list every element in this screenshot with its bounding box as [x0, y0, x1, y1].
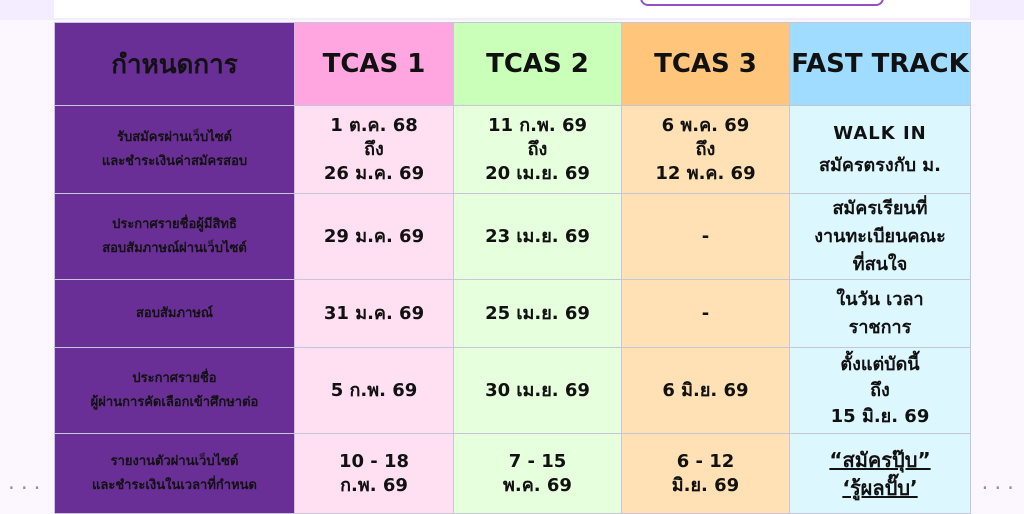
- cell-fast-interview: ในวัน เวลา ราชการ: [789, 279, 971, 348]
- cell-line: ถึง: [527, 138, 548, 160]
- header-tcas2: TCAS 2: [453, 22, 622, 106]
- cell-line: 31 ม.ค. 69: [323, 302, 425, 324]
- table-header-row: กำหนดการ TCAS 1 TCAS 2 TCAS 3 FAST TRACK: [54, 22, 971, 106]
- label-line: ผู้ผ่านการคัดเลือกเข้าศึกษาต่อ: [90, 394, 259, 410]
- cell-line: 6 พ.ค. 69: [661, 114, 750, 136]
- label-line: ประกาศรายชื่อ: [132, 370, 217, 386]
- label-line: ประกาศรายชื่อผู้มีสิทธิ: [112, 216, 237, 232]
- label-line: รับสมัครผ่านเว็บไซต์: [116, 129, 233, 145]
- table-row: รับสมัครผ่านเว็บไซต์ และชำระเงินค่าสมัคร…: [54, 105, 971, 194]
- cell-line: 5 ก.พ. 69: [330, 379, 418, 401]
- cell-tcas1-report: 10 - 18 ก.พ. 69: [294, 433, 454, 514]
- header-fast-track: FAST TRACK: [789, 22, 971, 106]
- cell-line: 26 ม.ค. 69: [323, 162, 425, 184]
- left-dots-decoration: ...: [6, 473, 45, 494]
- row-label-apply: รับสมัครผ่านเว็บไซต์ และชำระเงินค่าสมัคร…: [54, 105, 295, 194]
- row-label-interview: สอบสัมภาษณ์: [54, 279, 295, 348]
- header-tcas1: TCAS 1: [294, 22, 454, 106]
- table-row: รายงานตัวผ่านเว็บไซต์ และชำระเงินในเวลาท…: [54, 433, 971, 514]
- cell-line: ราชการ: [848, 316, 912, 338]
- cell-fast-announce-selected: ตั้งแต่บัดนี้ ถึง 15 มิ.ย. 69: [789, 347, 971, 434]
- cell-line: -: [701, 302, 710, 324]
- admission-schedule-table: กำหนดการ TCAS 1 TCAS 2 TCAS 3 FAST TRACK…: [54, 22, 971, 514]
- cell-line: 6 - 12: [676, 450, 735, 472]
- cell-tcas2-apply: 11 ก.พ. 69 ถึง 20 เม.ย. 69: [453, 105, 622, 194]
- cell-line: 25 เม.ย. 69: [485, 302, 590, 324]
- cell-line: 30 เม.ย. 69: [485, 379, 590, 401]
- top-banner-edge: [0, 0, 1024, 20]
- cell-tcas2-announce-selected: 30 เม.ย. 69: [453, 347, 622, 434]
- cell-line: 15 มิ.ย. 69: [830, 405, 930, 427]
- header-schedule: กำหนดการ: [54, 22, 295, 106]
- cell-line: 29 ม.ค. 69: [323, 225, 425, 247]
- cell-line: 6 มิ.ย. 69: [662, 379, 749, 401]
- cell-line: มิ.ย. 69: [671, 474, 740, 496]
- cell-tcas3-apply: 6 พ.ค. 69 ถึง 12 พ.ค. 69: [621, 105, 790, 194]
- cell-line: สมัครตรงกับ ม.: [818, 154, 941, 176]
- cell-line: 12 พ.ค. 69: [655, 162, 756, 184]
- cell-tcas2-interview: 25 เม.ย. 69: [453, 279, 622, 348]
- table-row: สอบสัมภาษณ์ 31 ม.ค. 69 25 เม.ย. 69 - ในว…: [54, 279, 971, 348]
- row-label-announce-selected: ประกาศรายชื่อ ผู้ผ่านการคัดเลือกเข้าศึกษ…: [54, 347, 295, 434]
- label-line: รายงานตัวผ่านเว็บไซต์: [110, 453, 239, 469]
- cell-tcas1-interview: 31 ม.ค. 69: [294, 279, 454, 348]
- cell-line: ที่สนใจ: [852, 253, 908, 275]
- cell-line: ถึง: [695, 138, 716, 160]
- cell-tcas3-interview: -: [621, 279, 790, 348]
- cell-tcas1-announce-eligible: 29 ม.ค. 69: [294, 193, 454, 280]
- row-label-report: รายงานตัวผ่านเว็บไซต์ และชำระเงินในเวลาท…: [54, 433, 295, 514]
- cell-line: งานทะเบียนคณะ: [814, 225, 946, 247]
- cell-line: ตั้งแต่บัดนี้: [840, 353, 920, 375]
- cell-line: 20 เม.ย. 69: [485, 162, 590, 184]
- cell-fast-report: “สมัครปุ๊บ” ‘รู้ผลปั๊บ’: [789, 433, 971, 514]
- right-dots-decoration: ...: [979, 473, 1018, 494]
- cell-line: สมัครเรียนที่: [832, 197, 928, 219]
- cell-fast-apply: WALK IN สมัครตรงกับ ม.: [789, 105, 971, 194]
- label-line: สอบสัมภาษณ์ผ่านเว็บไซต์: [102, 240, 247, 256]
- cell-tcas1-apply: 1 ต.ค. 68 ถึง 26 ม.ค. 69: [294, 105, 454, 194]
- table-row: ประกาศรายชื่อผู้มีสิทธิ สอบสัมภาษณ์ผ่านเ…: [54, 193, 971, 280]
- table-row: ประกาศรายชื่อ ผู้ผ่านการคัดเลือกเข้าศึกษ…: [54, 347, 971, 434]
- cell-line: ถึง: [364, 138, 384, 160]
- cell-tcas2-announce-eligible: 23 เม.ย. 69: [453, 193, 622, 280]
- cell-line: ก.พ. 69: [340, 474, 408, 496]
- label-line: และชำระเงินค่าสมัครสอบ: [101, 153, 248, 169]
- cell-line: -: [701, 225, 710, 247]
- cell-tcas1-announce-selected: 5 ก.พ. 69: [294, 347, 454, 434]
- cell-line: 10 - 18: [338, 450, 410, 472]
- cell-line: ถึง: [870, 379, 890, 401]
- cell-line: 23 เม.ย. 69: [485, 225, 590, 247]
- cell-line: 1 ต.ค. 68: [330, 114, 418, 136]
- apply-now-link[interactable]: “สมัครปุ๊บ”: [829, 447, 931, 472]
- header-tcas3: TCAS 3: [621, 22, 790, 106]
- cell-line: 11 ก.พ. 69: [487, 114, 588, 136]
- cell-line: 7 - 15: [508, 450, 567, 472]
- cell-fast-announce-eligible: สมัครเรียนที่ งานทะเบียนคณะ ที่สนใจ: [789, 193, 971, 280]
- cell-tcas3-report: 6 - 12 มิ.ย. 69: [621, 433, 790, 514]
- cell-tcas2-report: 7 - 15 พ.ค. 69: [453, 433, 622, 514]
- label-line: สอบสัมภาษณ์: [136, 305, 213, 321]
- row-label-announce-eligible: ประกาศรายชื่อผู้มีสิทธิ สอบสัมภาษณ์ผ่านเ…: [54, 193, 295, 280]
- cell-line: WALK IN: [833, 122, 927, 144]
- cell-line: ในวัน เวลา: [836, 288, 924, 310]
- result-fast-link[interactable]: ‘รู้ผลปั๊บ’: [842, 475, 918, 500]
- cell-line: พ.ค. 69: [503, 474, 572, 496]
- cell-tcas3-announce-selected: 6 มิ.ย. 69: [621, 347, 790, 434]
- label-line: และชำระเงินในเวลาที่กำหนด: [92, 477, 257, 493]
- cropped-heading-decoration: [640, 0, 884, 6]
- cell-tcas3-announce-eligible: -: [621, 193, 790, 280]
